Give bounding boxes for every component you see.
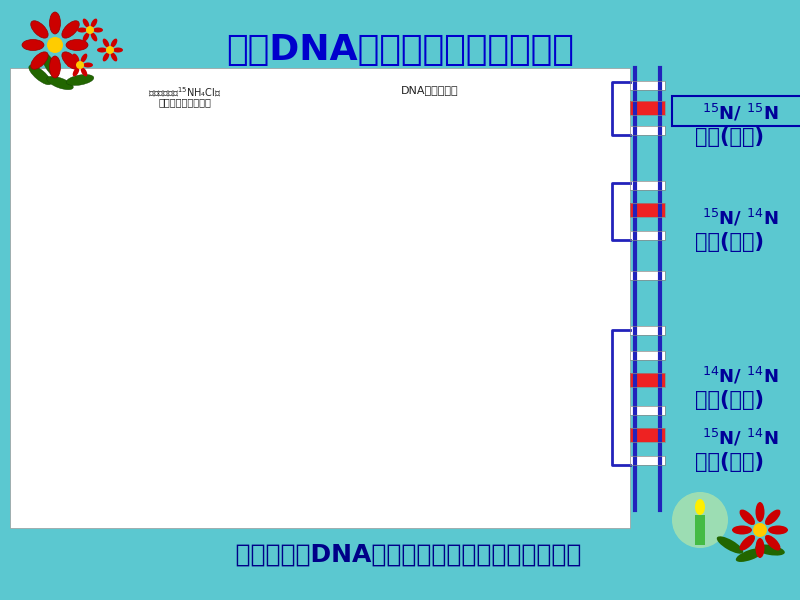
Ellipse shape	[736, 548, 764, 562]
Text: $^{15}$N/ $^{14}$N: $^{15}$N/ $^{14}$N	[702, 208, 778, 229]
Bar	[630, 351, 665, 360]
Text: $^{14}$N/ $^{14}$N: $^{14}$N/ $^{14}$N	[702, 365, 778, 386]
Ellipse shape	[82, 32, 90, 41]
Bar	[630, 126, 665, 135]
Ellipse shape	[62, 52, 79, 69]
Ellipse shape	[50, 56, 61, 78]
Ellipse shape	[717, 536, 743, 554]
Bar	[630, 373, 665, 387]
Text: 实验结论：DNA的复制是以半保留的方式进行的: 实验结论：DNA的复制是以半保留的方式进行的	[218, 543, 582, 567]
Text: 重带(下部): 重带(下部)	[695, 127, 765, 147]
Bar	[630, 81, 665, 90]
Ellipse shape	[73, 53, 79, 62]
Circle shape	[106, 46, 114, 54]
Circle shape	[86, 26, 94, 34]
Ellipse shape	[97, 47, 107, 52]
Ellipse shape	[739, 535, 755, 550]
Text: 培养液中生长若干代: 培养液中生长若干代	[158, 97, 211, 107]
Bar	[630, 271, 665, 280]
Ellipse shape	[83, 62, 93, 67]
Bar	[630, 231, 665, 240]
Bar	[630, 406, 665, 415]
Bar	[630, 181, 665, 190]
Ellipse shape	[62, 21, 79, 38]
Text: 二、DNA半保留复制的实验证据: 二、DNA半保留复制的实验证据	[226, 33, 574, 67]
Circle shape	[753, 523, 767, 537]
Text: $^{15}$N/ $^{15}$N: $^{15}$N/ $^{15}$N	[702, 103, 778, 124]
Bar	[630, 181, 665, 190]
Ellipse shape	[113, 47, 123, 52]
Bar	[630, 231, 665, 240]
Bar	[630, 101, 665, 115]
Bar	[630, 126, 665, 135]
Text: 轻带(上部): 轻带(上部)	[695, 390, 765, 410]
Ellipse shape	[82, 19, 90, 28]
Bar	[630, 81, 665, 90]
Circle shape	[76, 61, 84, 69]
Bar	[630, 406, 665, 415]
Ellipse shape	[765, 509, 781, 525]
Text: 中带(中间): 中带(中间)	[695, 232, 765, 252]
Bar	[630, 428, 665, 442]
Ellipse shape	[73, 67, 79, 76]
Bar	[630, 326, 665, 335]
Ellipse shape	[66, 40, 88, 50]
Ellipse shape	[46, 76, 74, 90]
Ellipse shape	[93, 28, 103, 32]
Ellipse shape	[755, 544, 785, 556]
Bar	[630, 428, 665, 442]
Circle shape	[47, 37, 63, 53]
Ellipse shape	[42, 53, 58, 77]
Ellipse shape	[30, 21, 48, 38]
Ellipse shape	[739, 509, 755, 525]
Ellipse shape	[102, 38, 110, 47]
Ellipse shape	[755, 502, 765, 522]
Ellipse shape	[50, 12, 61, 34]
Ellipse shape	[765, 535, 781, 550]
Bar	[630, 351, 665, 360]
Ellipse shape	[67, 62, 77, 67]
Ellipse shape	[110, 52, 118, 61]
Bar	[630, 456, 665, 465]
Ellipse shape	[755, 538, 765, 558]
Ellipse shape	[66, 74, 94, 85]
Bar	[630, 373, 665, 387]
Ellipse shape	[732, 526, 752, 535]
Ellipse shape	[695, 499, 705, 515]
Ellipse shape	[81, 53, 87, 62]
Bar	[630, 101, 665, 115]
Bar	[630, 271, 665, 280]
Ellipse shape	[768, 526, 788, 535]
Bar	[10, 68, 630, 528]
Ellipse shape	[102, 52, 110, 61]
Bar	[630, 456, 665, 465]
Ellipse shape	[90, 19, 98, 28]
Ellipse shape	[30, 52, 48, 69]
Bar	[630, 203, 665, 217]
Text: 大肠杆菌在含$^{15}$NH₄Cl的: 大肠杆菌在含$^{15}$NH₄Cl的	[148, 85, 222, 99]
Bar	[630, 203, 665, 217]
Bar	[695, 515, 705, 545]
Ellipse shape	[110, 38, 118, 47]
Ellipse shape	[90, 32, 98, 41]
Ellipse shape	[22, 40, 44, 50]
Bar	[630, 326, 665, 335]
Ellipse shape	[77, 28, 87, 32]
Circle shape	[672, 492, 728, 548]
Text: $^{15}$N/ $^{14}$N: $^{15}$N/ $^{14}$N	[702, 427, 778, 449]
Bar	[672, 96, 800, 126]
Ellipse shape	[81, 67, 87, 76]
Ellipse shape	[29, 65, 51, 85]
Text: 中带(中间): 中带(中间)	[695, 452, 765, 472]
Text: DNA半保留复制: DNA半保留复制	[401, 85, 459, 95]
